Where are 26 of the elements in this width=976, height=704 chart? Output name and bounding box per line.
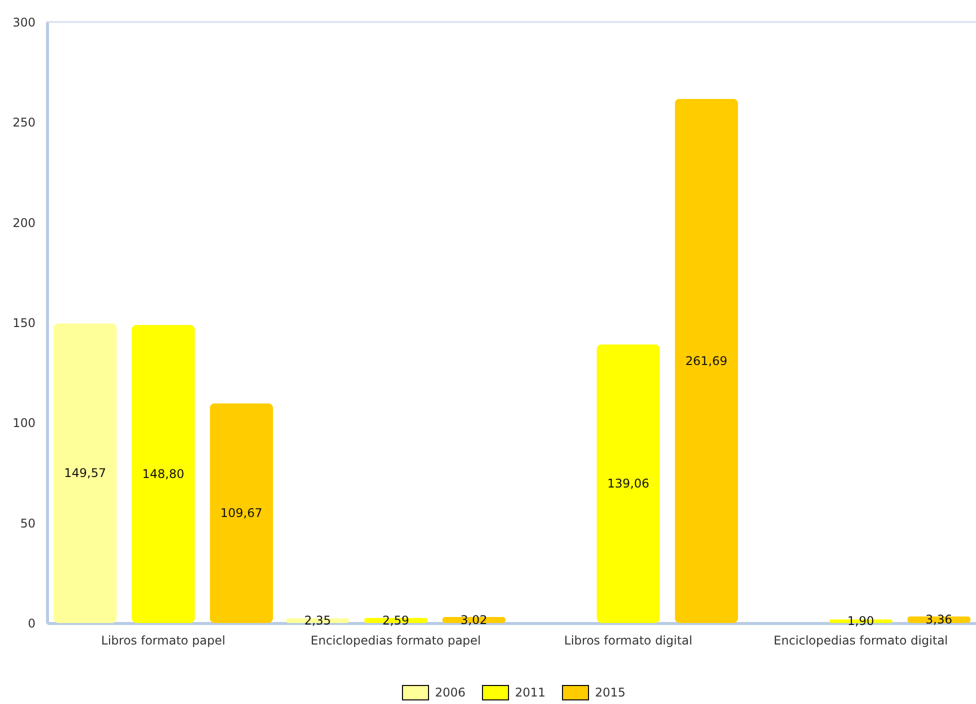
y-tick-label: 150 (12, 316, 36, 330)
legend-label: 2011 (515, 686, 546, 700)
x-tick-label: Enciclopedias formato papel (310, 634, 481, 648)
y-tick-label: 50 (20, 516, 36, 530)
y-tick-label: 0 (28, 616, 36, 630)
data-label: 149,57 (64, 466, 106, 480)
data-label: 261,69 (685, 354, 728, 368)
y-tick-label: 100 (12, 416, 36, 430)
x-tick-label: Libros formato papel (101, 634, 226, 648)
data-label: 2,35 (304, 614, 331, 628)
x-tick-label: Enciclopedias formato digital (774, 634, 948, 648)
data-label: 3,36 (926, 612, 952, 627)
y-tick-label: 200 (12, 216, 36, 230)
y-tick-label: 250 (12, 116, 36, 130)
y-tick-label: 300 (12, 16, 36, 30)
bar (132, 324, 195, 623)
bar (53, 323, 117, 623)
data-label: 148,80 (142, 466, 184, 481)
bar (596, 344, 660, 623)
legend-label: 2006 (435, 686, 466, 700)
x-tick-label: Libros formato digital (564, 634, 692, 648)
data-label: 109,67 (220, 506, 262, 520)
legend-label: 2015 (595, 686, 626, 700)
data-label: 139,06 (607, 476, 650, 491)
bar (210, 403, 274, 623)
bar (674, 98, 738, 623)
